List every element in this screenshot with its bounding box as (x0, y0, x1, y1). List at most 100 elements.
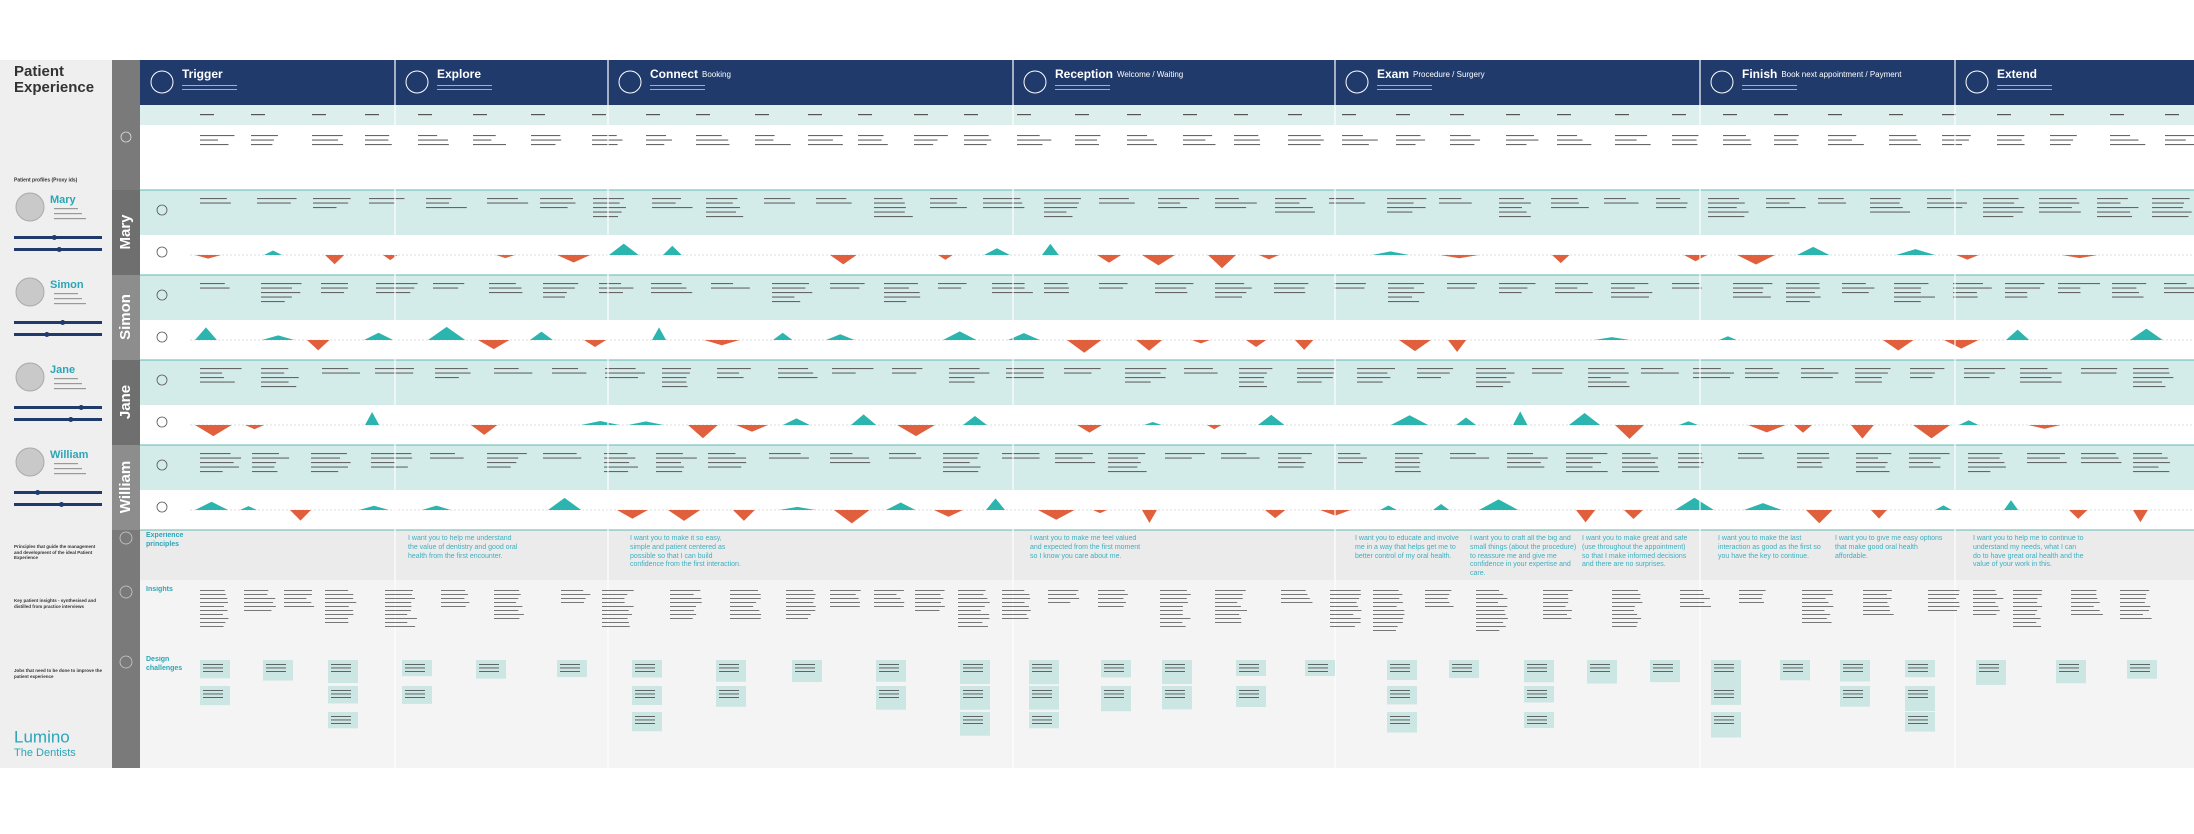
note-placeholder (1450, 457, 1490, 459)
emotion-curve (2004, 500, 2019, 510)
persona-name: William (50, 449, 89, 461)
persona-slider-knob (68, 417, 74, 422)
emotion-curve (530, 331, 553, 340)
note-placeholder (711, 283, 734, 285)
title-box: Patient Experience (14, 64, 94, 95)
note-placeholder (313, 198, 351, 200)
insight-placeholder (1002, 590, 1025, 591)
note-placeholder (662, 368, 692, 370)
note-placeholder (2039, 202, 2080, 204)
note-placeholder (593, 207, 626, 209)
note-placeholder (892, 372, 917, 374)
note-placeholder (1745, 377, 1778, 379)
persona-slider-knob (35, 490, 41, 495)
insight-placeholder (1048, 602, 1071, 603)
note-placeholder (376, 283, 418, 285)
note-placeholder (322, 372, 360, 374)
insight-placeholder (1543, 618, 1572, 619)
persona-detail (54, 468, 82, 470)
insight-placeholder (385, 598, 415, 599)
note-placeholder (1968, 466, 2006, 468)
note-placeholder (1064, 368, 1101, 370)
principle: I want you to help me understand the val… (408, 535, 518, 560)
persona-detail (54, 298, 82, 300)
insight-placeholder (1215, 622, 1242, 623)
note-placeholder (1611, 283, 1649, 285)
insight-placeholder (1215, 610, 1247, 611)
emotion-curve (1896, 249, 1936, 255)
insight-placeholder (1373, 630, 1396, 631)
persona-slider-knob (51, 235, 57, 240)
note-placeholder (1555, 283, 1588, 285)
challenge-text (1714, 671, 1734, 672)
insight-placeholder (1098, 606, 1124, 607)
note-placeholder (1693, 372, 1735, 374)
touchpoint-placeholder (696, 139, 729, 141)
stage-name: Trigger (182, 67, 223, 81)
insight-placeholder (1802, 594, 1834, 595)
substage-placeholder (1017, 114, 1031, 116)
principle: I want you to make great and safe (use t… (1582, 535, 1688, 569)
note-placeholder (540, 202, 576, 204)
stage-desc-placeholder (437, 89, 492, 90)
insight-placeholder (730, 598, 761, 599)
stage-name-text: Finish (1742, 67, 1777, 81)
persona-slider (14, 236, 102, 239)
note-placeholder (1278, 462, 1306, 464)
insight-placeholder (1476, 618, 1508, 619)
challenge-text (635, 693, 655, 695)
emotion-curve (1883, 340, 1914, 351)
stage-icon (405, 70, 429, 94)
note-placeholder (1275, 207, 1313, 209)
insight-placeholder (325, 610, 354, 611)
insight-placeholder (1680, 598, 1710, 599)
challenge-text (1843, 697, 1863, 698)
note-placeholder (261, 292, 301, 294)
emotion-curve (1576, 510, 1596, 523)
challenge-text (879, 667, 899, 669)
note-placeholder (1417, 368, 1454, 370)
note-placeholder (832, 368, 874, 370)
insight-placeholder (1160, 594, 1191, 595)
challenge-text (1104, 697, 1124, 698)
note-placeholder (1439, 198, 1462, 200)
insight-placeholder (958, 618, 990, 619)
insight-placeholder (670, 598, 702, 599)
insight-placeholder (1215, 594, 1243, 595)
note-placeholder (2152, 202, 2185, 204)
note-placeholder (2020, 368, 2048, 370)
note-placeholder (992, 287, 1025, 289)
principle: I want you to make it so easy, simple an… (630, 535, 741, 569)
insight-placeholder (1739, 594, 1763, 595)
sidebar (0, 60, 112, 768)
note-placeholder (874, 216, 913, 218)
note-placeholder (1158, 207, 1188, 209)
challenge-text (719, 671, 739, 672)
insight-placeholder (2013, 618, 2041, 619)
stage-desc-placeholder (1377, 89, 1432, 90)
insight-placeholder (1373, 610, 1405, 611)
stage-icon (1023, 70, 1047, 94)
challenge-text (963, 671, 983, 672)
note-placeholder (2081, 453, 2116, 455)
note-placeholder (433, 287, 459, 289)
note-placeholder (1855, 381, 1882, 383)
note-placeholder (593, 202, 620, 204)
emotion-curve (1913, 425, 1951, 439)
emotion-curve (1038, 510, 1075, 520)
insight-placeholder (1215, 602, 1238, 603)
insight-placeholder (441, 598, 465, 599)
touchpoint-placeholder (1889, 144, 1921, 146)
touchpoint-placeholder (1828, 139, 1852, 141)
note-placeholder (543, 292, 567, 294)
insight-placeholder (1863, 610, 1891, 611)
insight-placeholder (385, 590, 413, 591)
note-placeholder (489, 287, 522, 289)
note-placeholder (1388, 292, 1425, 294)
note-placeholder (311, 453, 347, 455)
substage-placeholder (1450, 114, 1464, 116)
touchpoint-placeholder (1234, 135, 1259, 137)
note-placeholder (1622, 457, 1659, 459)
persona-name: Jane (50, 364, 75, 376)
challenge-text (405, 664, 425, 665)
